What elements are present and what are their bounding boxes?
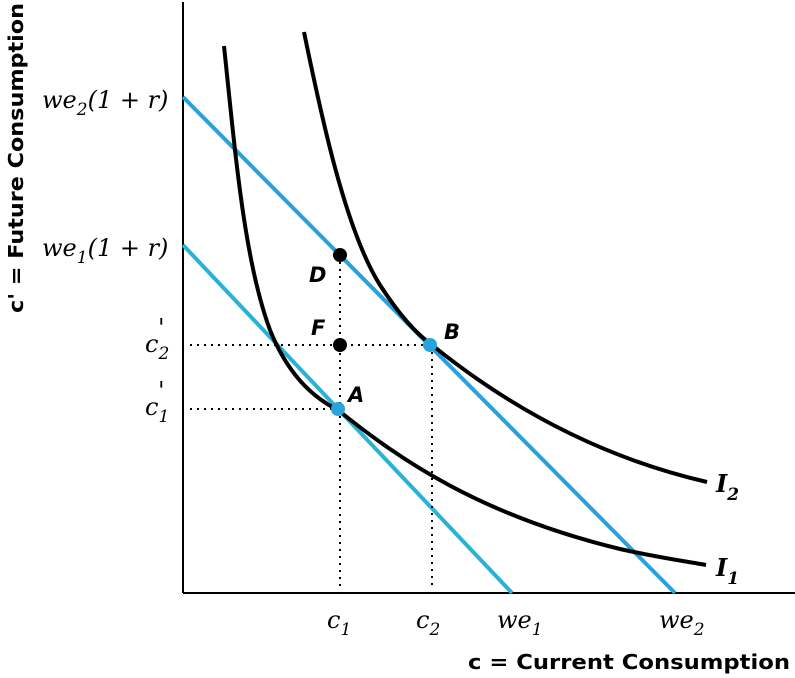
y-tick-c2-prime-mark: ' [158,314,165,342]
indifference-curve-1 [222,45,707,567]
curve-label-i1: I1 [715,553,739,589]
x-tick-we1: we1 [497,606,543,640]
x-tick-we2: we2 [659,606,705,640]
guide-lines [190,255,433,590]
y-tick-we1-1r: we1(1 + r) [42,234,168,268]
x-tick-c1: c1 [327,606,351,640]
point-f-marker [333,338,347,352]
curve-label-i2: I2 [715,469,739,505]
point-f-label: F [311,316,326,340]
y-tick-c1-prime-mark: ' [158,377,165,405]
point-d-label: D [309,263,326,287]
point-a-marker [331,402,345,416]
y-tick-c1-prime: c1 [145,393,169,427]
indifference-curve-2 [302,31,708,484]
y-axis-title: c' = Future Consumption [4,3,28,313]
y-tick-c2-prime: c2 [145,330,169,364]
point-a-label: A [346,383,364,407]
x-axis-title: c = Current Consumption [468,650,790,674]
x-tick-c2: c2 [416,606,440,640]
point-b-label: B [444,320,460,344]
point-b-marker [423,338,437,352]
point-d-marker [333,248,347,262]
y-tick-we2-1r: we2(1 + r) [42,86,168,120]
